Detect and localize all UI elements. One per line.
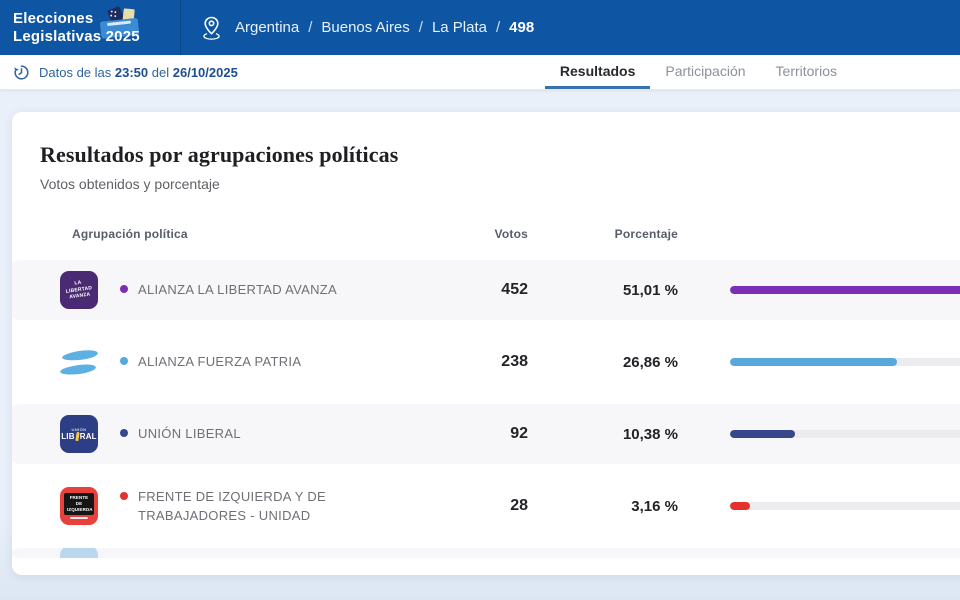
app-title: Elecciones Legislativas 2025 bbox=[13, 10, 140, 45]
ballot-box-icon bbox=[88, 2, 146, 49]
column-header-party: Agrupación política bbox=[72, 227, 188, 241]
data-time: 23:50 bbox=[114, 64, 149, 80]
torch-icon bbox=[75, 431, 80, 442]
party-logo-union-liberal: UNIÓN LIB RAL bbox=[60, 415, 98, 453]
app-header: Elecciones Legislativas 2025 Argentina /… bbox=[0, 0, 960, 55]
logo-ribbon bbox=[70, 516, 88, 520]
table-header-row: Agrupación política Votos Porcentaje bbox=[12, 214, 960, 254]
party-name: FRENTE DE IZQUIERDA Y DE TRABAJADORES - … bbox=[138, 488, 327, 524]
party-row: ALIANZA FUERZA PATRIA 238 26,86 % bbox=[12, 326, 960, 398]
tab-territorios[interactable]: Territorios bbox=[775, 62, 837, 79]
status-tab-bar: Datos de las 23:50 del 26/10/2025 Result… bbox=[0, 55, 960, 90]
result-bar-track bbox=[730, 430, 960, 438]
result-bar-fill bbox=[730, 502, 750, 510]
flag-stripe bbox=[61, 348, 98, 362]
party-logo-partial bbox=[60, 548, 98, 558]
party-pct: 51,01 % bbox=[622, 281, 678, 299]
page-subtitle: Votos obtenidos y porcentaje bbox=[40, 176, 220, 192]
column-header-pct: Porcentaje bbox=[614, 227, 678, 241]
results-card: Resultados por agrupaciones políticas Vo… bbox=[12, 112, 960, 575]
result-bar-fill bbox=[730, 286, 960, 294]
clock-history-icon bbox=[13, 64, 30, 81]
party-row-partial bbox=[12, 542, 960, 564]
app-logo[interactable]: Elecciones Legislativas 2025 bbox=[0, 0, 181, 55]
party-name: ALIANZA LA LIBERTAD AVANZA bbox=[138, 282, 338, 298]
breadcrumb: Argentina / Buenos Aires / La Plata / 49… bbox=[181, 0, 534, 55]
page-title: Resultados por agrupaciones políticas bbox=[40, 142, 399, 167]
breadcrumb-item-city[interactable]: La Plata bbox=[431, 19, 487, 36]
result-bar-track bbox=[730, 358, 960, 366]
breadcrumb-item-country[interactable]: Argentina bbox=[235, 19, 300, 36]
party-color-dot bbox=[120, 429, 128, 438]
party-votes: 452 bbox=[501, 281, 528, 298]
party-logo-argentine-flag bbox=[60, 343, 98, 381]
party-row: UNIÓN LIB RAL UNIÓN LIBERAL 92 10,38 % bbox=[12, 398, 960, 470]
party-row: FRENTE DE IZQUIERDA FRENTE DE IZQUIERDA … bbox=[12, 470, 960, 542]
flag-stripe bbox=[60, 362, 97, 376]
tab-bar: Resultados Participación Territorios bbox=[544, 55, 852, 89]
party-color-dot bbox=[120, 285, 128, 294]
party-pct: 10,38 % bbox=[622, 425, 678, 443]
party-votes: 238 bbox=[501, 353, 528, 370]
party-logo-frente-izquierda: FRENTE DE IZQUIERDA bbox=[60, 487, 98, 525]
party-name: ALIANZA FUERZA PATRIA bbox=[138, 354, 302, 370]
results-table-body: LA LIBERTAD AVANZA ALIANZA LA LIBERTAD A… bbox=[12, 254, 960, 564]
result-bar-fill bbox=[730, 430, 795, 438]
breadcrumb-separator: / bbox=[496, 19, 501, 36]
column-header-votes: Votos bbox=[494, 227, 528, 241]
breadcrumb-item-province[interactable]: Buenos Aires bbox=[321, 19, 410, 36]
result-bar-track bbox=[730, 502, 960, 510]
tab-participacion[interactable]: Participación bbox=[665, 62, 746, 79]
party-color-dot bbox=[120, 357, 128, 366]
breadcrumb-separator: / bbox=[418, 19, 423, 36]
breadcrumb-current-section: 498 bbox=[509, 19, 535, 36]
party-name: UNIÓN LIBERAL bbox=[138, 426, 241, 442]
party-color-dot bbox=[120, 491, 128, 500]
party-votes: 92 bbox=[510, 425, 528, 442]
party-pct: 26,86 % bbox=[622, 353, 678, 371]
location-pin-icon bbox=[201, 15, 222, 40]
party-pct: 3,16 % bbox=[631, 497, 678, 515]
data-timestamp: Datos de las 23:50 del 26/10/2025 bbox=[0, 64, 238, 81]
party-logo-la-libertad-avanza: LA LIBERTAD AVANZA bbox=[60, 271, 98, 309]
tab-resultados[interactable]: Resultados bbox=[544, 55, 651, 89]
result-bar-track bbox=[730, 286, 960, 294]
data-date: 26/10/2025 bbox=[172, 64, 238, 80]
party-row: LA LIBERTAD AVANZA ALIANZA LA LIBERTAD A… bbox=[12, 254, 960, 326]
breadcrumb-separator: / bbox=[308, 19, 313, 36]
party-votes: 28 bbox=[510, 497, 528, 514]
result-bar-fill bbox=[730, 358, 898, 366]
